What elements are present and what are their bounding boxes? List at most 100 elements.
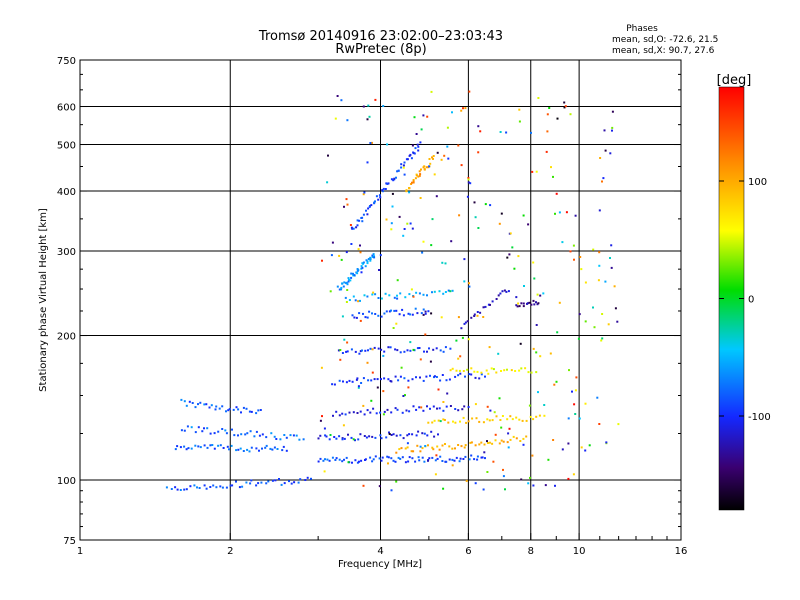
noise-echo-point — [519, 342, 522, 345]
echo-point — [340, 286, 343, 289]
echo-point — [350, 348, 353, 351]
noise-echo-point — [522, 443, 525, 446]
echo-point — [206, 427, 209, 430]
echo-point — [180, 398, 183, 401]
noise-echo-point — [508, 253, 511, 256]
noise-echo-point — [359, 319, 362, 322]
echo-point — [244, 433, 247, 436]
noise-echo-point — [468, 90, 471, 93]
echo-point — [228, 448, 230, 451]
echo-point — [480, 441, 483, 444]
echo-point — [333, 383, 336, 386]
echo-point — [415, 376, 417, 379]
noise-echo-point — [578, 313, 581, 316]
echo-point — [366, 260, 369, 263]
noise-echo-point — [406, 442, 409, 445]
echo-point — [379, 196, 382, 199]
noise-echo-point — [382, 390, 385, 393]
noise-echo-point — [567, 477, 570, 480]
noise-echo-point — [564, 105, 567, 108]
noise-echo-point — [396, 279, 399, 282]
echo-point — [485, 369, 488, 372]
noise-echo-point — [366, 361, 369, 364]
echo-point — [229, 484, 232, 487]
echo-point — [304, 479, 307, 481]
echo-point — [205, 487, 208, 490]
echo-point — [373, 378, 376, 381]
echo-point — [319, 457, 322, 460]
noise-echo-point — [346, 203, 349, 206]
echo-point — [506, 368, 508, 371]
echo-point — [197, 445, 200, 448]
echo-point — [189, 485, 192, 488]
echo-point — [380, 297, 383, 300]
noise-echo-point — [537, 97, 540, 99]
noise-echo-point — [320, 366, 323, 369]
noise-echo-point — [357, 385, 360, 388]
echo-point — [354, 459, 357, 462]
echo-point — [404, 296, 407, 299]
noise-echo-point — [486, 440, 488, 443]
noise-echo-point — [386, 143, 389, 146]
echo-point — [170, 488, 173, 490]
echo-point — [489, 303, 491, 306]
echo-point — [422, 293, 425, 296]
echo-point — [412, 405, 415, 408]
echo-point — [348, 278, 350, 281]
echo-point — [217, 430, 220, 433]
echo-point — [468, 458, 471, 461]
noise-echo-point — [407, 386, 410, 389]
echo-point — [390, 309, 392, 312]
echo-point — [501, 290, 504, 293]
echo-point — [365, 259, 368, 262]
noise-echo-point — [584, 281, 587, 284]
noise-echo-point — [598, 423, 601, 425]
echo-point — [464, 375, 466, 378]
noise-echo-point — [535, 170, 538, 173]
echo-point — [366, 316, 369, 319]
echo-point — [414, 307, 417, 310]
noise-echo-point — [509, 232, 512, 235]
noise-echo-point — [549, 352, 552, 355]
echo-point — [460, 445, 463, 448]
noise-echo-point — [427, 459, 429, 462]
echo-point — [371, 254, 374, 257]
echo-point — [374, 313, 377, 315]
echo-point — [462, 458, 465, 460]
echo-point — [512, 435, 515, 438]
echo-point — [302, 438, 305, 441]
noise-echo-point — [474, 482, 477, 485]
echo-point — [401, 308, 404, 311]
noise-echo-point — [420, 406, 423, 409]
echo-point — [215, 486, 218, 489]
echo-point — [394, 407, 397, 410]
echo-point — [360, 382, 363, 384]
echo-point — [463, 322, 466, 325]
noise-echo-point — [367, 104, 370, 107]
echo-point — [283, 482, 286, 485]
echo-point — [409, 313, 412, 316]
echo-point — [233, 434, 236, 437]
noise-echo-point — [430, 312, 433, 315]
noise-echo-point — [539, 355, 542, 358]
echo-point — [376, 378, 379, 381]
noise-echo-point — [513, 267, 516, 270]
echo-point — [417, 175, 420, 178]
noise-echo-point — [440, 316, 443, 319]
echo-point — [370, 204, 373, 207]
noise-echo-point — [356, 377, 359, 380]
echo-point — [279, 438, 282, 441]
x-tick-label-2: 2 — [227, 546, 233, 557]
echo-point — [210, 404, 213, 407]
echo-point — [356, 268, 359, 270]
echo-point — [383, 410, 386, 413]
echo-point — [238, 486, 241, 489]
echo-point — [402, 314, 405, 317]
echo-point — [383, 312, 386, 315]
echo-point — [414, 147, 417, 150]
echo-point — [445, 379, 448, 382]
noise-echo-point — [556, 331, 559, 334]
echo-point — [476, 458, 479, 461]
noise-echo-point — [329, 290, 332, 293]
